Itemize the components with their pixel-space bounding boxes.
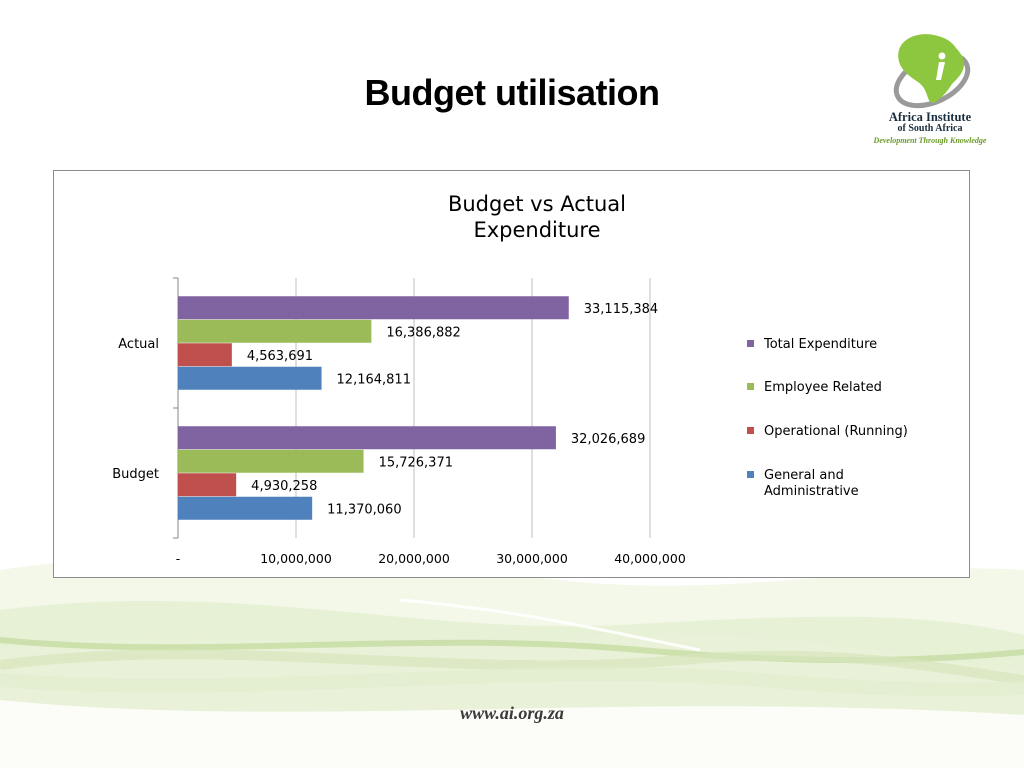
- x-tick-label: 20,000,000: [378, 551, 450, 566]
- x-tick-label: 40,000,000: [614, 551, 686, 566]
- legend-label-1: Employee Related: [764, 380, 882, 395]
- bar-budget-2: [178, 473, 237, 497]
- data-label: 16,386,882: [386, 325, 460, 340]
- legend-label-0: Total Expenditure: [763, 337, 877, 352]
- bar-budget-3: [178, 496, 313, 520]
- africa-institute-logo: Africa Institute of South Africa Develop…: [860, 30, 1000, 148]
- slide-title: Budget utilisation: [364, 72, 660, 113]
- legend-label-3: General and Administrative: [764, 468, 859, 499]
- legend-label-2: Operational (Running): [764, 424, 908, 439]
- data-label: 32,026,689: [571, 432, 645, 447]
- x-tick-label: 30,000,000: [496, 551, 568, 566]
- x-tick-label: 10,000,000: [260, 551, 332, 566]
- bar-actual-0: [178, 296, 569, 320]
- legend-swatch-0: [747, 340, 754, 347]
- chart-title: Budget vs Actual Expenditure: [448, 192, 626, 242]
- bar-actual-2: [178, 343, 232, 367]
- legend-swatch-2: [747, 427, 754, 434]
- budget-vs-actual-chart: Budget vs Actual Expenditure - 10,000,000 20…: [112, 192, 908, 566]
- category-label-budget: Budget: [112, 467, 159, 482]
- data-label: 4,930,258: [251, 479, 317, 494]
- legend-swatch-3: [747, 471, 754, 478]
- logo-name-line1: Africa Institute: [888, 110, 972, 124]
- logo-tagline: Development Through Knowledge: [873, 136, 987, 145]
- data-label: 33,115,384: [584, 302, 658, 317]
- bar-budget-1: [178, 449, 364, 473]
- bar-actual-3: [178, 366, 322, 390]
- africa-map-icon: [893, 34, 971, 109]
- logo-name-line2: of South Africa: [897, 123, 963, 134]
- bar-actual-1: [178, 319, 372, 343]
- data-label: 12,164,811: [337, 372, 411, 387]
- legend-swatch-1: [747, 383, 754, 390]
- data-label: 15,726,371: [379, 455, 453, 470]
- data-label: 11,370,060: [327, 502, 401, 517]
- x-tick-label: -: [176, 551, 181, 566]
- bar-budget-0: [178, 426, 556, 450]
- data-label: 4,563,691: [247, 349, 313, 364]
- footer-website-url[interactable]: www.ai.org.za: [460, 703, 564, 723]
- decorative-wave-background: [0, 554, 1024, 768]
- category-label-actual: Actual: [118, 337, 159, 352]
- chart-container: Budget vs Actual Expenditure - 10,000,000 20…: [53, 170, 970, 578]
